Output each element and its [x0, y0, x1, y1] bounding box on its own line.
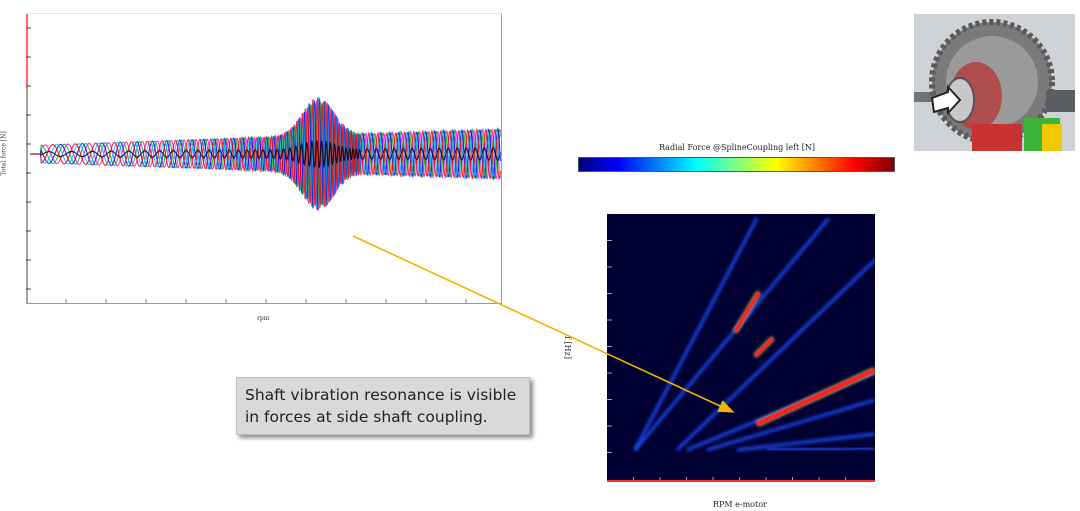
signal-series-line — [30, 97, 501, 208]
resonance-highlight — [733, 291, 761, 333]
gearbox-rendering — [914, 14, 1075, 151]
callout-line-2: in forces at side shaft coupling. — [245, 408, 488, 426]
campbell-diagram — [607, 214, 875, 482]
resonance-highlight — [756, 368, 875, 426]
time-signal-chart — [26, 13, 502, 304]
colorbar — [578, 157, 895, 172]
time-signal-plot — [26, 14, 501, 303]
campbell-x-axis-label: RPM e-motor — [713, 500, 767, 509]
colorbar-title: Radial Force @SplineCoupling left [N] — [658, 143, 816, 152]
order-line — [675, 258, 875, 452]
time-signal-x-axis-label: rpm — [257, 315, 270, 322]
signal-series-line — [30, 140, 501, 169]
campbell-plot-area — [607, 214, 875, 482]
signal-series-line — [30, 97, 501, 209]
campbell-y-axis-label: f [Hz] — [562, 336, 572, 359]
callout-line-1: Shaft vibration resonance is visible — [245, 386, 517, 404]
resonance-highlight — [753, 336, 775, 358]
order-line — [736, 432, 875, 452]
callout-box: Shaft vibration resonance is visible in … — [236, 377, 530, 435]
time-signal-y-axis-label: Total force [N] — [0, 131, 8, 176]
order-line — [766, 446, 875, 452]
order-line — [706, 398, 875, 452]
pointer-arrow-icon — [930, 84, 962, 116]
